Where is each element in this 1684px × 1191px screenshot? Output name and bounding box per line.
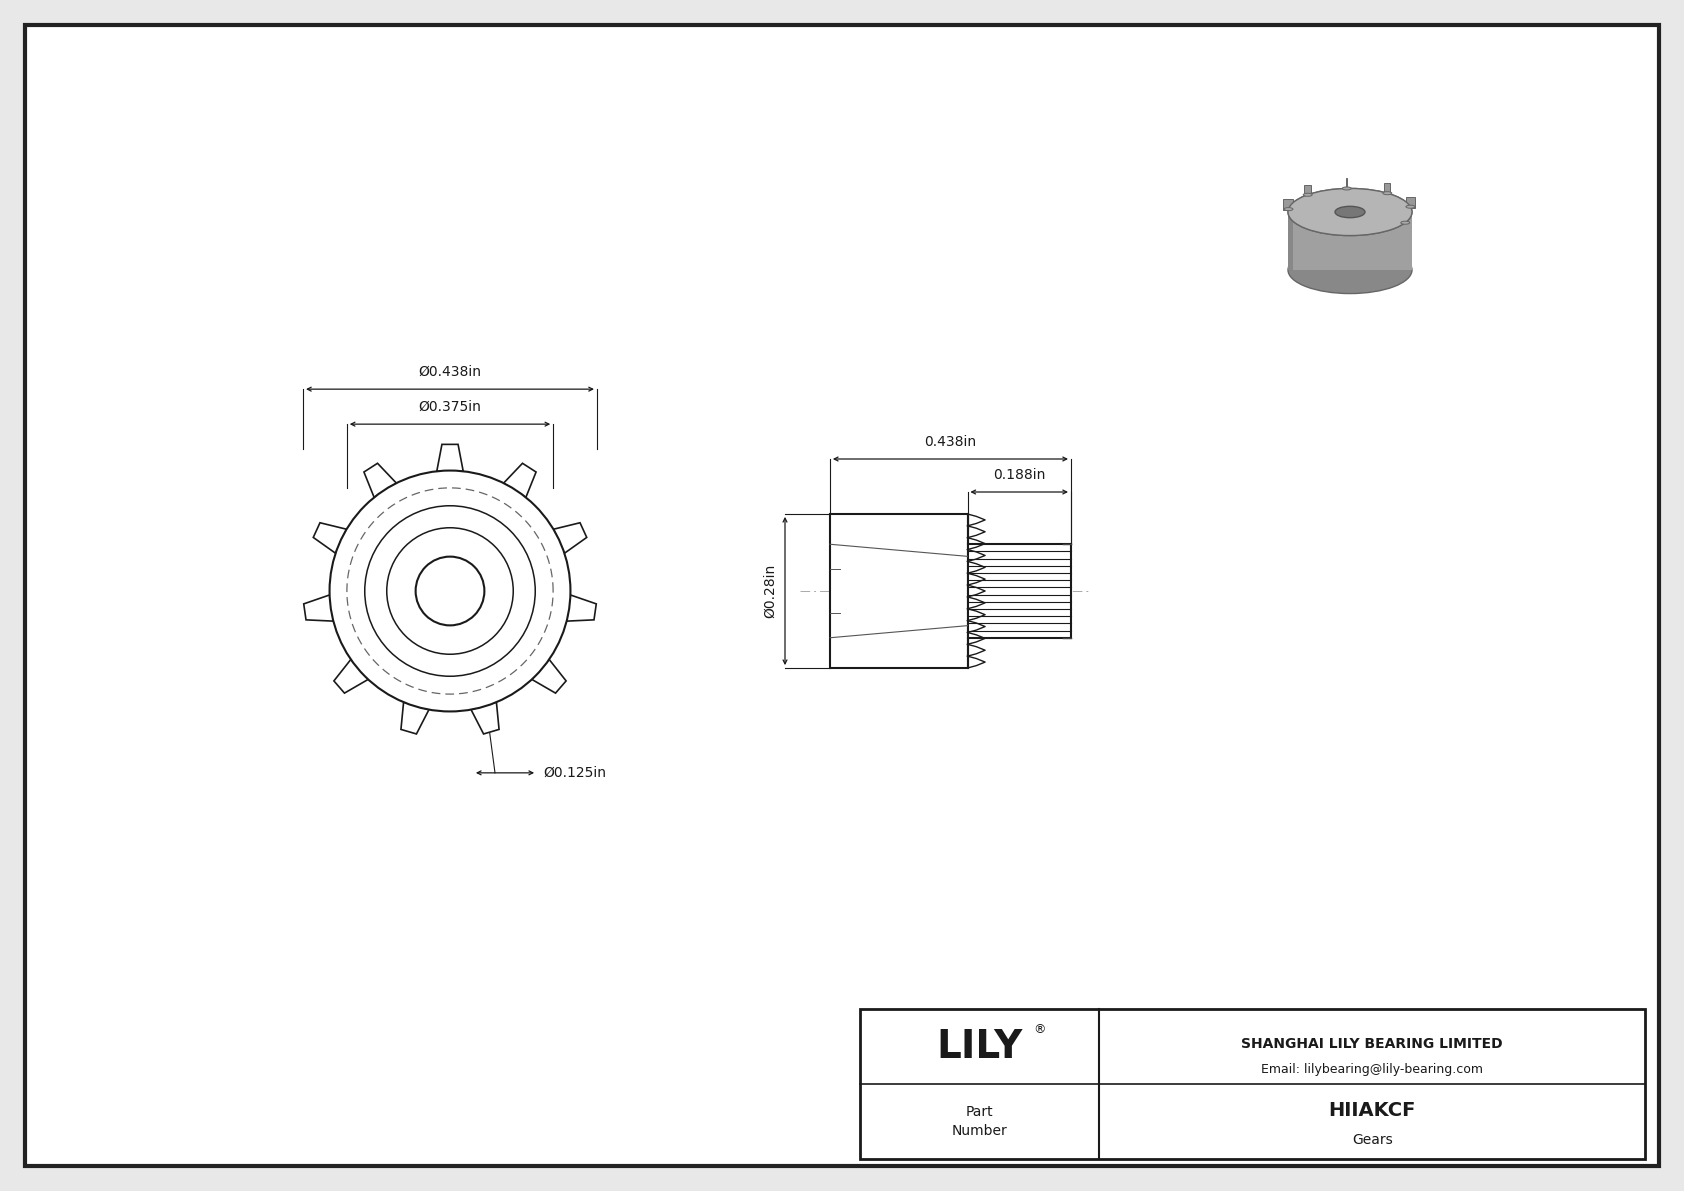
Ellipse shape xyxy=(1335,206,1366,218)
Text: HIIAKCF: HIIAKCF xyxy=(1329,1102,1416,1121)
Polygon shape xyxy=(1283,199,1293,210)
Polygon shape xyxy=(1406,197,1415,207)
Ellipse shape xyxy=(1288,188,1411,236)
Text: SHANGHAI LILY BEARING LIMITED: SHANGHAI LILY BEARING LIMITED xyxy=(1241,1036,1504,1050)
Polygon shape xyxy=(303,596,333,622)
Circle shape xyxy=(387,528,514,654)
Text: 0.188in: 0.188in xyxy=(994,468,1046,482)
Text: Ø0.375in: Ø0.375in xyxy=(419,400,482,414)
Text: ®: ® xyxy=(1034,1023,1046,1036)
Bar xyxy=(830,515,968,668)
Ellipse shape xyxy=(1283,207,1293,211)
Polygon shape xyxy=(554,523,586,554)
Ellipse shape xyxy=(1383,192,1391,194)
Polygon shape xyxy=(333,660,369,693)
Text: Gears: Gears xyxy=(1352,1133,1393,1147)
Text: 0.438in: 0.438in xyxy=(925,435,977,449)
Polygon shape xyxy=(472,703,498,734)
Text: LILY: LILY xyxy=(936,1028,1022,1066)
Polygon shape xyxy=(364,463,396,498)
Polygon shape xyxy=(504,463,536,498)
Circle shape xyxy=(416,556,485,625)
Text: Ø0.438in: Ø0.438in xyxy=(419,366,482,379)
Polygon shape xyxy=(1288,212,1293,270)
Text: Email: lilybearing@lily-bearing.com: Email: lilybearing@lily-bearing.com xyxy=(1261,1062,1484,1075)
Polygon shape xyxy=(1305,185,1312,198)
Text: Ø0.125in: Ø0.125in xyxy=(542,766,606,780)
Polygon shape xyxy=(436,444,463,472)
Text: Ø0.28in: Ø0.28in xyxy=(763,563,776,618)
Polygon shape xyxy=(1384,183,1391,197)
Polygon shape xyxy=(566,596,596,622)
Ellipse shape xyxy=(1406,205,1415,208)
Ellipse shape xyxy=(1342,187,1351,191)
Ellipse shape xyxy=(1288,188,1411,236)
Text: Part
Number: Part Number xyxy=(951,1105,1007,1137)
Ellipse shape xyxy=(1288,247,1411,293)
Circle shape xyxy=(330,470,571,711)
Polygon shape xyxy=(401,703,429,734)
Ellipse shape xyxy=(1401,222,1410,224)
Ellipse shape xyxy=(1303,193,1312,197)
Bar xyxy=(861,1009,1645,1159)
Circle shape xyxy=(365,506,536,676)
Polygon shape xyxy=(532,660,566,693)
Polygon shape xyxy=(313,523,347,554)
FancyBboxPatch shape xyxy=(1288,212,1411,270)
Bar xyxy=(968,544,1071,637)
